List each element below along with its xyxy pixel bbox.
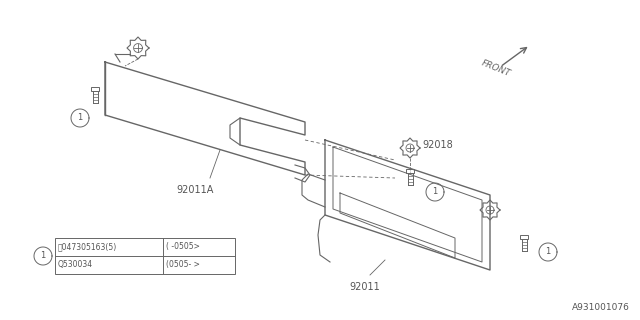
- Bar: [91, 87, 99, 91]
- Text: 92011A: 92011A: [176, 185, 214, 195]
- Text: (0505- >: (0505- >: [166, 260, 200, 269]
- Text: A931001076: A931001076: [572, 303, 630, 312]
- Bar: [406, 169, 414, 173]
- Text: 1: 1: [433, 188, 438, 196]
- Text: 1: 1: [545, 247, 550, 257]
- Bar: [55, 238, 235, 274]
- Text: FRONT: FRONT: [480, 58, 512, 78]
- Text: ( -0505>: ( -0505>: [166, 243, 200, 252]
- Text: 1: 1: [77, 114, 83, 123]
- Text: 92018: 92018: [422, 140, 452, 150]
- Text: Ⓢ047305163(5): Ⓢ047305163(5): [58, 243, 117, 252]
- Bar: [520, 235, 528, 239]
- Text: 1: 1: [40, 252, 45, 260]
- Text: 92011: 92011: [349, 282, 380, 292]
- Text: Q530034: Q530034: [58, 260, 93, 269]
